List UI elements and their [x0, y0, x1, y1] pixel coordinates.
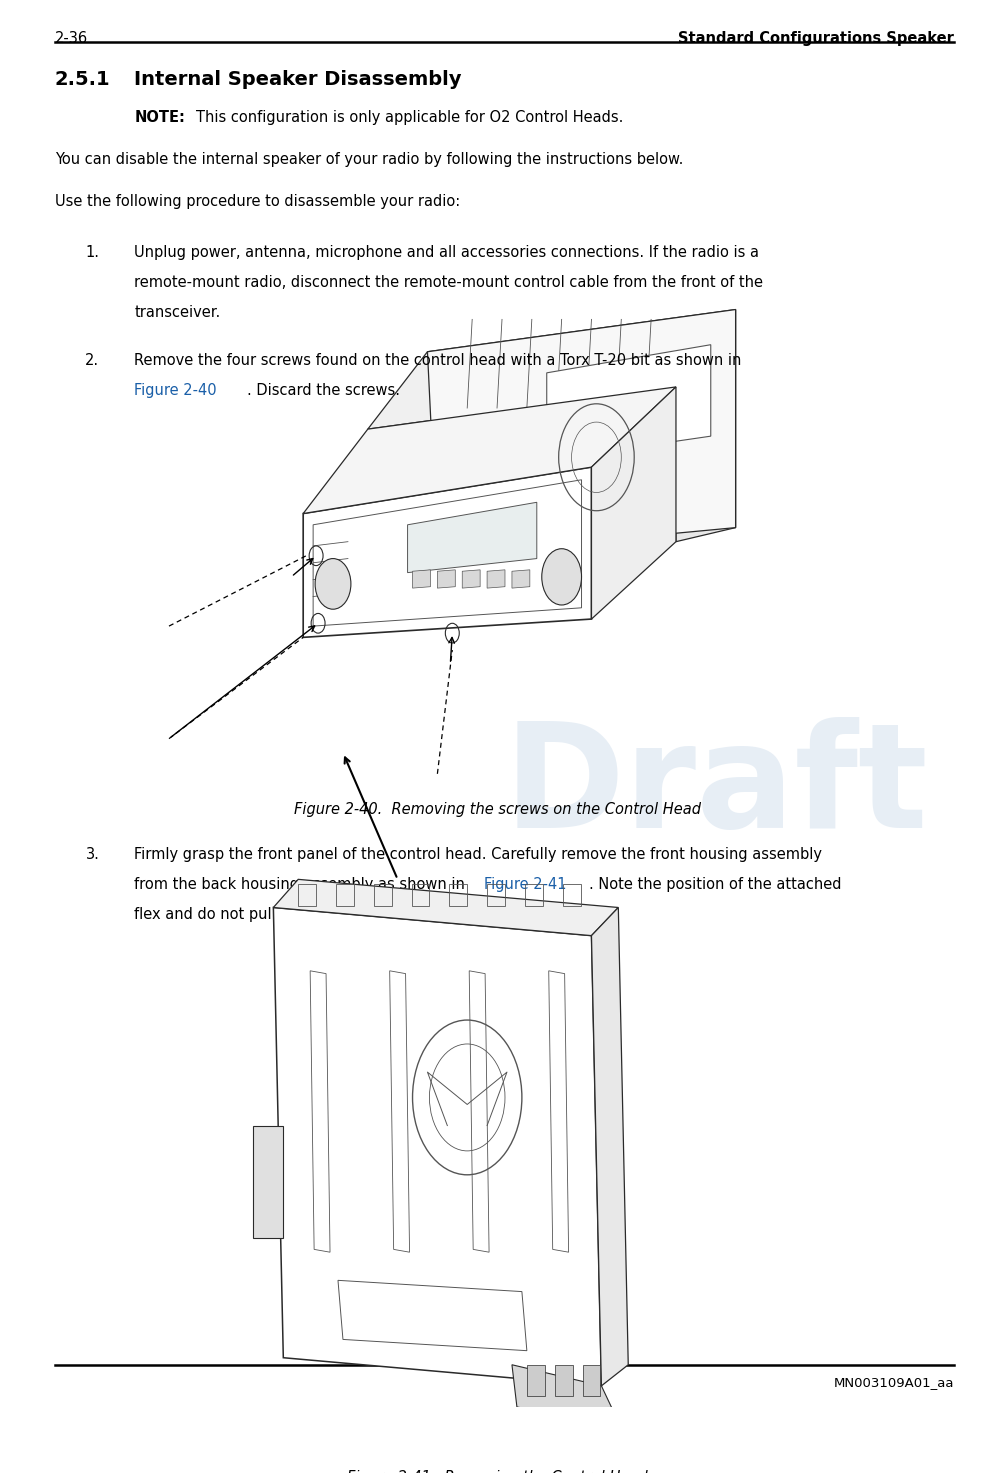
Polygon shape — [254, 1125, 283, 1239]
Text: This configuration is only applicable for O2 Control Heads.: This configuration is only applicable fo… — [195, 110, 623, 125]
Polygon shape — [437, 570, 455, 588]
Bar — [582, 1365, 600, 1396]
Polygon shape — [512, 1365, 621, 1427]
Circle shape — [542, 549, 581, 605]
Text: Firmly grasp the front panel of the control head. Carefully remove the front hou: Firmly grasp the front panel of the cont… — [134, 847, 822, 862]
Text: 1.: 1. — [86, 245, 100, 259]
Polygon shape — [591, 907, 628, 1386]
Text: Internal Speaker Disassembly: Internal Speaker Disassembly — [134, 71, 461, 90]
Polygon shape — [591, 387, 676, 619]
Polygon shape — [512, 570, 530, 588]
Polygon shape — [368, 309, 735, 429]
Bar — [527, 1365, 545, 1396]
Text: Draft: Draft — [504, 717, 928, 859]
Polygon shape — [303, 387, 676, 514]
Polygon shape — [303, 467, 591, 638]
Text: MN003109A01_aa: MN003109A01_aa — [834, 1376, 955, 1389]
Polygon shape — [273, 879, 618, 935]
Polygon shape — [427, 309, 735, 555]
Text: Standard Configurations Speaker: Standard Configurations Speaker — [679, 31, 955, 46]
Text: from the back housing assembly as shown in: from the back housing assembly as shown … — [134, 878, 469, 893]
Text: 2.5.1: 2.5.1 — [54, 71, 111, 90]
Text: . Note the position of the attached: . Note the position of the attached — [589, 878, 842, 893]
Text: 2.: 2. — [86, 354, 100, 368]
Polygon shape — [408, 502, 537, 573]
Polygon shape — [676, 309, 735, 542]
Polygon shape — [273, 907, 601, 1386]
Text: 3.: 3. — [86, 847, 100, 862]
Bar — [555, 1365, 573, 1396]
Text: Use the following procedure to disassemble your radio:: Use the following procedure to disassemb… — [54, 194, 460, 209]
Text: Unplug power, antenna, microphone and all accessories connections. If the radio : Unplug power, antenna, microphone and al… — [134, 245, 759, 259]
Text: Figure 2-40.  Removing the screws on the Control Head: Figure 2-40. Removing the screws on the … — [293, 801, 701, 818]
Text: Figure 2-41.  Removing the Control Head: Figure 2-41. Removing the Control Head — [346, 1470, 648, 1473]
Text: Figure 2-41: Figure 2-41 — [484, 878, 567, 893]
Polygon shape — [487, 570, 505, 588]
Polygon shape — [462, 570, 480, 588]
Polygon shape — [413, 570, 430, 588]
Text: remote-mount radio, disconnect the remote-mount control cable from the front of : remote-mount radio, disconnect the remot… — [134, 275, 763, 290]
Text: You can disable the internal speaker of your radio by following the instructions: You can disable the internal speaker of … — [54, 152, 683, 166]
Text: flex and do not pull on it excessively.: flex and do not pull on it excessively. — [134, 907, 405, 922]
Polygon shape — [547, 345, 711, 460]
Text: Figure 2-40: Figure 2-40 — [134, 383, 217, 398]
Text: 2-36: 2-36 — [54, 31, 88, 46]
Text: NOTE:: NOTE: — [134, 110, 185, 125]
Text: . Discard the screws.: . Discard the screws. — [247, 383, 400, 398]
Text: Remove the four screws found on the control head with a Torx T-20 bit as shown i: Remove the four screws found on the cont… — [134, 354, 741, 368]
Text: transceiver.: transceiver. — [134, 305, 221, 320]
Circle shape — [315, 558, 350, 610]
